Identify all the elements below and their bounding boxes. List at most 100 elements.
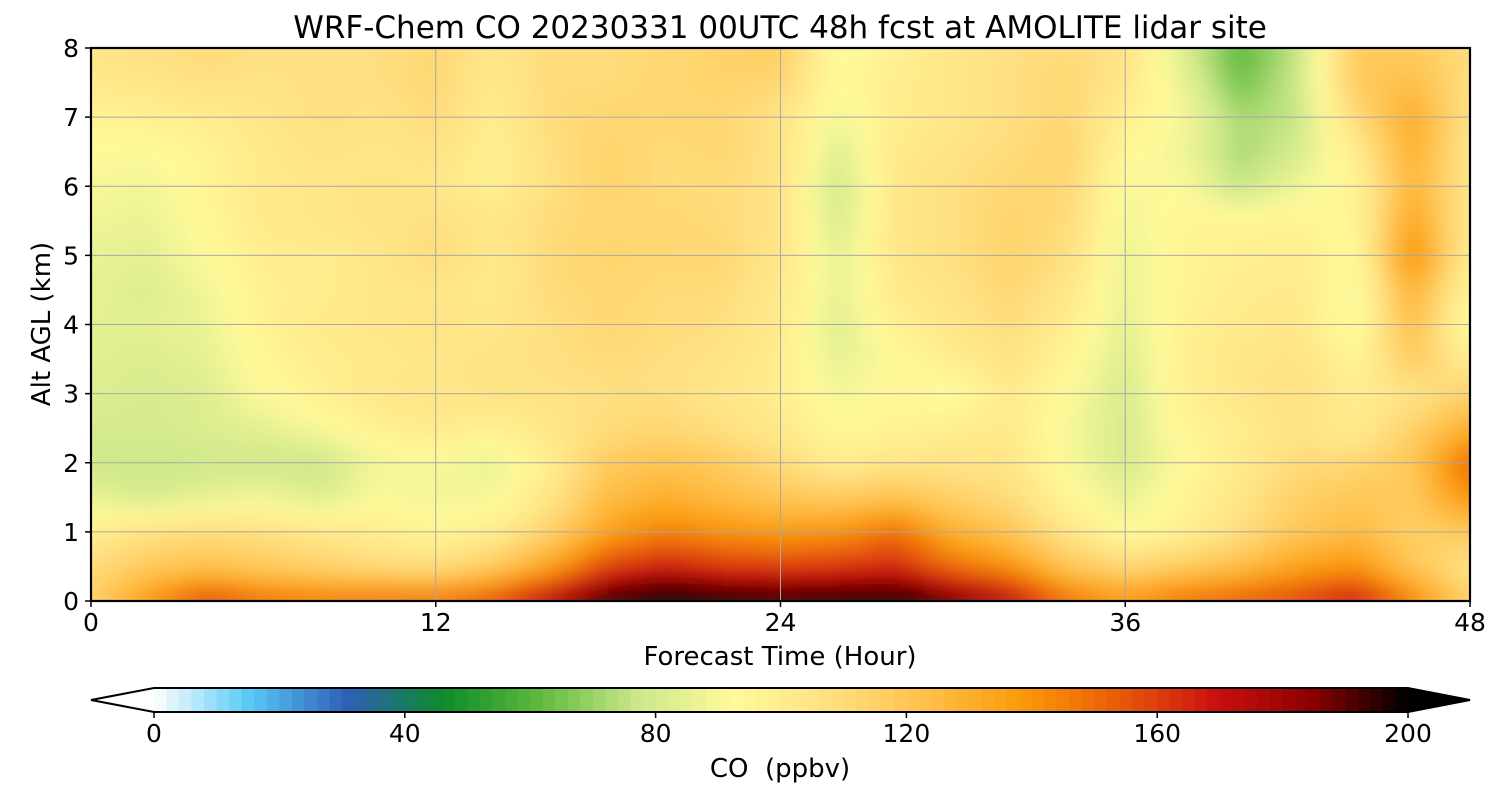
- heatmap-cell: [751, 405, 767, 418]
- heatmap-cell: [636, 301, 653, 314]
- heatmap-cell: [220, 428, 236, 441]
- heatmap-cell: [320, 336, 336, 349]
- heatmap-cell: [1326, 485, 1342, 499]
- heatmap-cell: [636, 405, 653, 418]
- heatmap-cell: [909, 393, 925, 406]
- heatmap-cell: [608, 232, 624, 245]
- heatmap-cell: [794, 439, 811, 453]
- heatmap-cell: [234, 59, 250, 72]
- heatmap-cell: [1110, 508, 1127, 522]
- colorbar-swatch: [542, 688, 556, 712]
- heatmap-cell: [651, 151, 667, 165]
- heatmap-cell: [679, 255, 696, 268]
- heatmap-cell: [1153, 220, 1170, 234]
- heatmap-cell: [119, 255, 135, 268]
- heatmap-cell: [464, 301, 480, 314]
- heatmap-cell: [1268, 336, 1285, 349]
- heatmap-cell: [622, 301, 638, 314]
- heatmap-cell: [1355, 301, 1371, 314]
- heatmap-cell: [608, 94, 624, 107]
- heatmap-cell: [794, 416, 811, 429]
- heatmap-cell: [1254, 140, 1270, 153]
- heatmap-cell: [565, 405, 581, 418]
- heatmap-cell: [1355, 140, 1371, 153]
- heatmap-cell: [1254, 508, 1270, 522]
- heatmap-cell: [952, 163, 969, 176]
- heatmap-cell: [679, 359, 696, 372]
- heatmap-cell: [407, 174, 423, 188]
- heatmap-cell: [952, 416, 969, 429]
- heatmap-cell: [349, 59, 365, 72]
- heatmap-cell: [995, 589, 1012, 601]
- heatmap-cell: [665, 531, 681, 545]
- heatmap-cell: [536, 174, 552, 188]
- heatmap-cell: [320, 405, 336, 418]
- heatmap-cell: [1441, 266, 1457, 280]
- heatmap-cell: [249, 382, 265, 395]
- heatmap-cell: [679, 266, 696, 280]
- heatmap-cell: [162, 278, 178, 291]
- heatmap-cell: [191, 48, 207, 61]
- heatmap-cell: [924, 451, 940, 464]
- heatmap-cell: [924, 336, 940, 349]
- heatmap-cell: [1168, 220, 1184, 234]
- heatmap-cell: [1470, 232, 1485, 244]
- heatmap-cell: [1412, 312, 1428, 326]
- heatmap-cell: [995, 94, 1012, 107]
- heatmap-cell: [464, 174, 480, 188]
- heatmap-cell: [162, 589, 178, 601]
- heatmap-cell: [1441, 347, 1457, 360]
- heatmap-cell: [349, 151, 365, 165]
- heatmap-cell: [636, 531, 653, 545]
- heatmap-cell: [938, 197, 954, 211]
- heatmap-cell: [277, 543, 293, 556]
- heatmap-cell: [1441, 59, 1457, 72]
- heatmap-cell: [924, 497, 940, 510]
- heatmap-cell: [1398, 543, 1414, 556]
- heatmap-cell: [924, 82, 940, 95]
- heatmap-cell: [1125, 554, 1141, 568]
- heatmap-cell: [493, 497, 509, 510]
- heatmap-cell: [967, 462, 983, 476]
- heatmap-cell: [636, 543, 653, 556]
- heatmap-cell: [967, 543, 983, 556]
- heatmap-cell: [148, 266, 164, 280]
- heatmap-cell: [421, 71, 437, 84]
- heatmap-cell: [306, 324, 322, 337]
- y-tick-label: 7: [63, 103, 79, 132]
- heatmap-cell: [938, 232, 954, 245]
- heatmap-cell: [464, 554, 480, 568]
- heatmap-cell: [363, 474, 380, 487]
- heatmap-cell: [967, 266, 983, 280]
- heatmap-cell: [119, 140, 135, 153]
- heatmap-cell: [809, 531, 825, 545]
- heatmap-cell: [981, 312, 997, 326]
- heatmap-cell: [536, 462, 552, 476]
- heatmap-cell: [837, 336, 854, 349]
- heatmap-cell: [507, 128, 523, 141]
- heatmap-cell: [1426, 359, 1443, 372]
- heatmap-cell: [277, 59, 293, 72]
- heatmap-cell: [708, 140, 724, 153]
- heatmap-cell: [320, 577, 336, 591]
- heatmap-cell: [579, 301, 595, 314]
- heatmap-cell: [837, 554, 854, 568]
- heatmap-cell: [1039, 439, 1055, 453]
- heatmap-cell: [866, 508, 882, 522]
- heatmap-cell: [378, 71, 394, 84]
- heatmap-cell: [809, 278, 825, 291]
- heatmap-cell: [1254, 474, 1270, 487]
- heatmap-cell: [191, 186, 207, 199]
- heatmap-cell: [909, 197, 925, 211]
- heatmap-cell: [938, 554, 954, 568]
- heatmap-cell: [177, 474, 193, 487]
- heatmap-cell: [177, 312, 193, 326]
- heatmap-cell: [1053, 416, 1069, 429]
- heatmap-cell: [967, 186, 983, 199]
- heatmap-cell: [909, 416, 925, 429]
- heatmap-cell: [1326, 186, 1342, 199]
- heatmap-cell: [708, 186, 724, 199]
- heatmap-cell: [895, 209, 911, 222]
- heatmap-cell: [263, 382, 279, 395]
- heatmap-cell: [723, 543, 739, 556]
